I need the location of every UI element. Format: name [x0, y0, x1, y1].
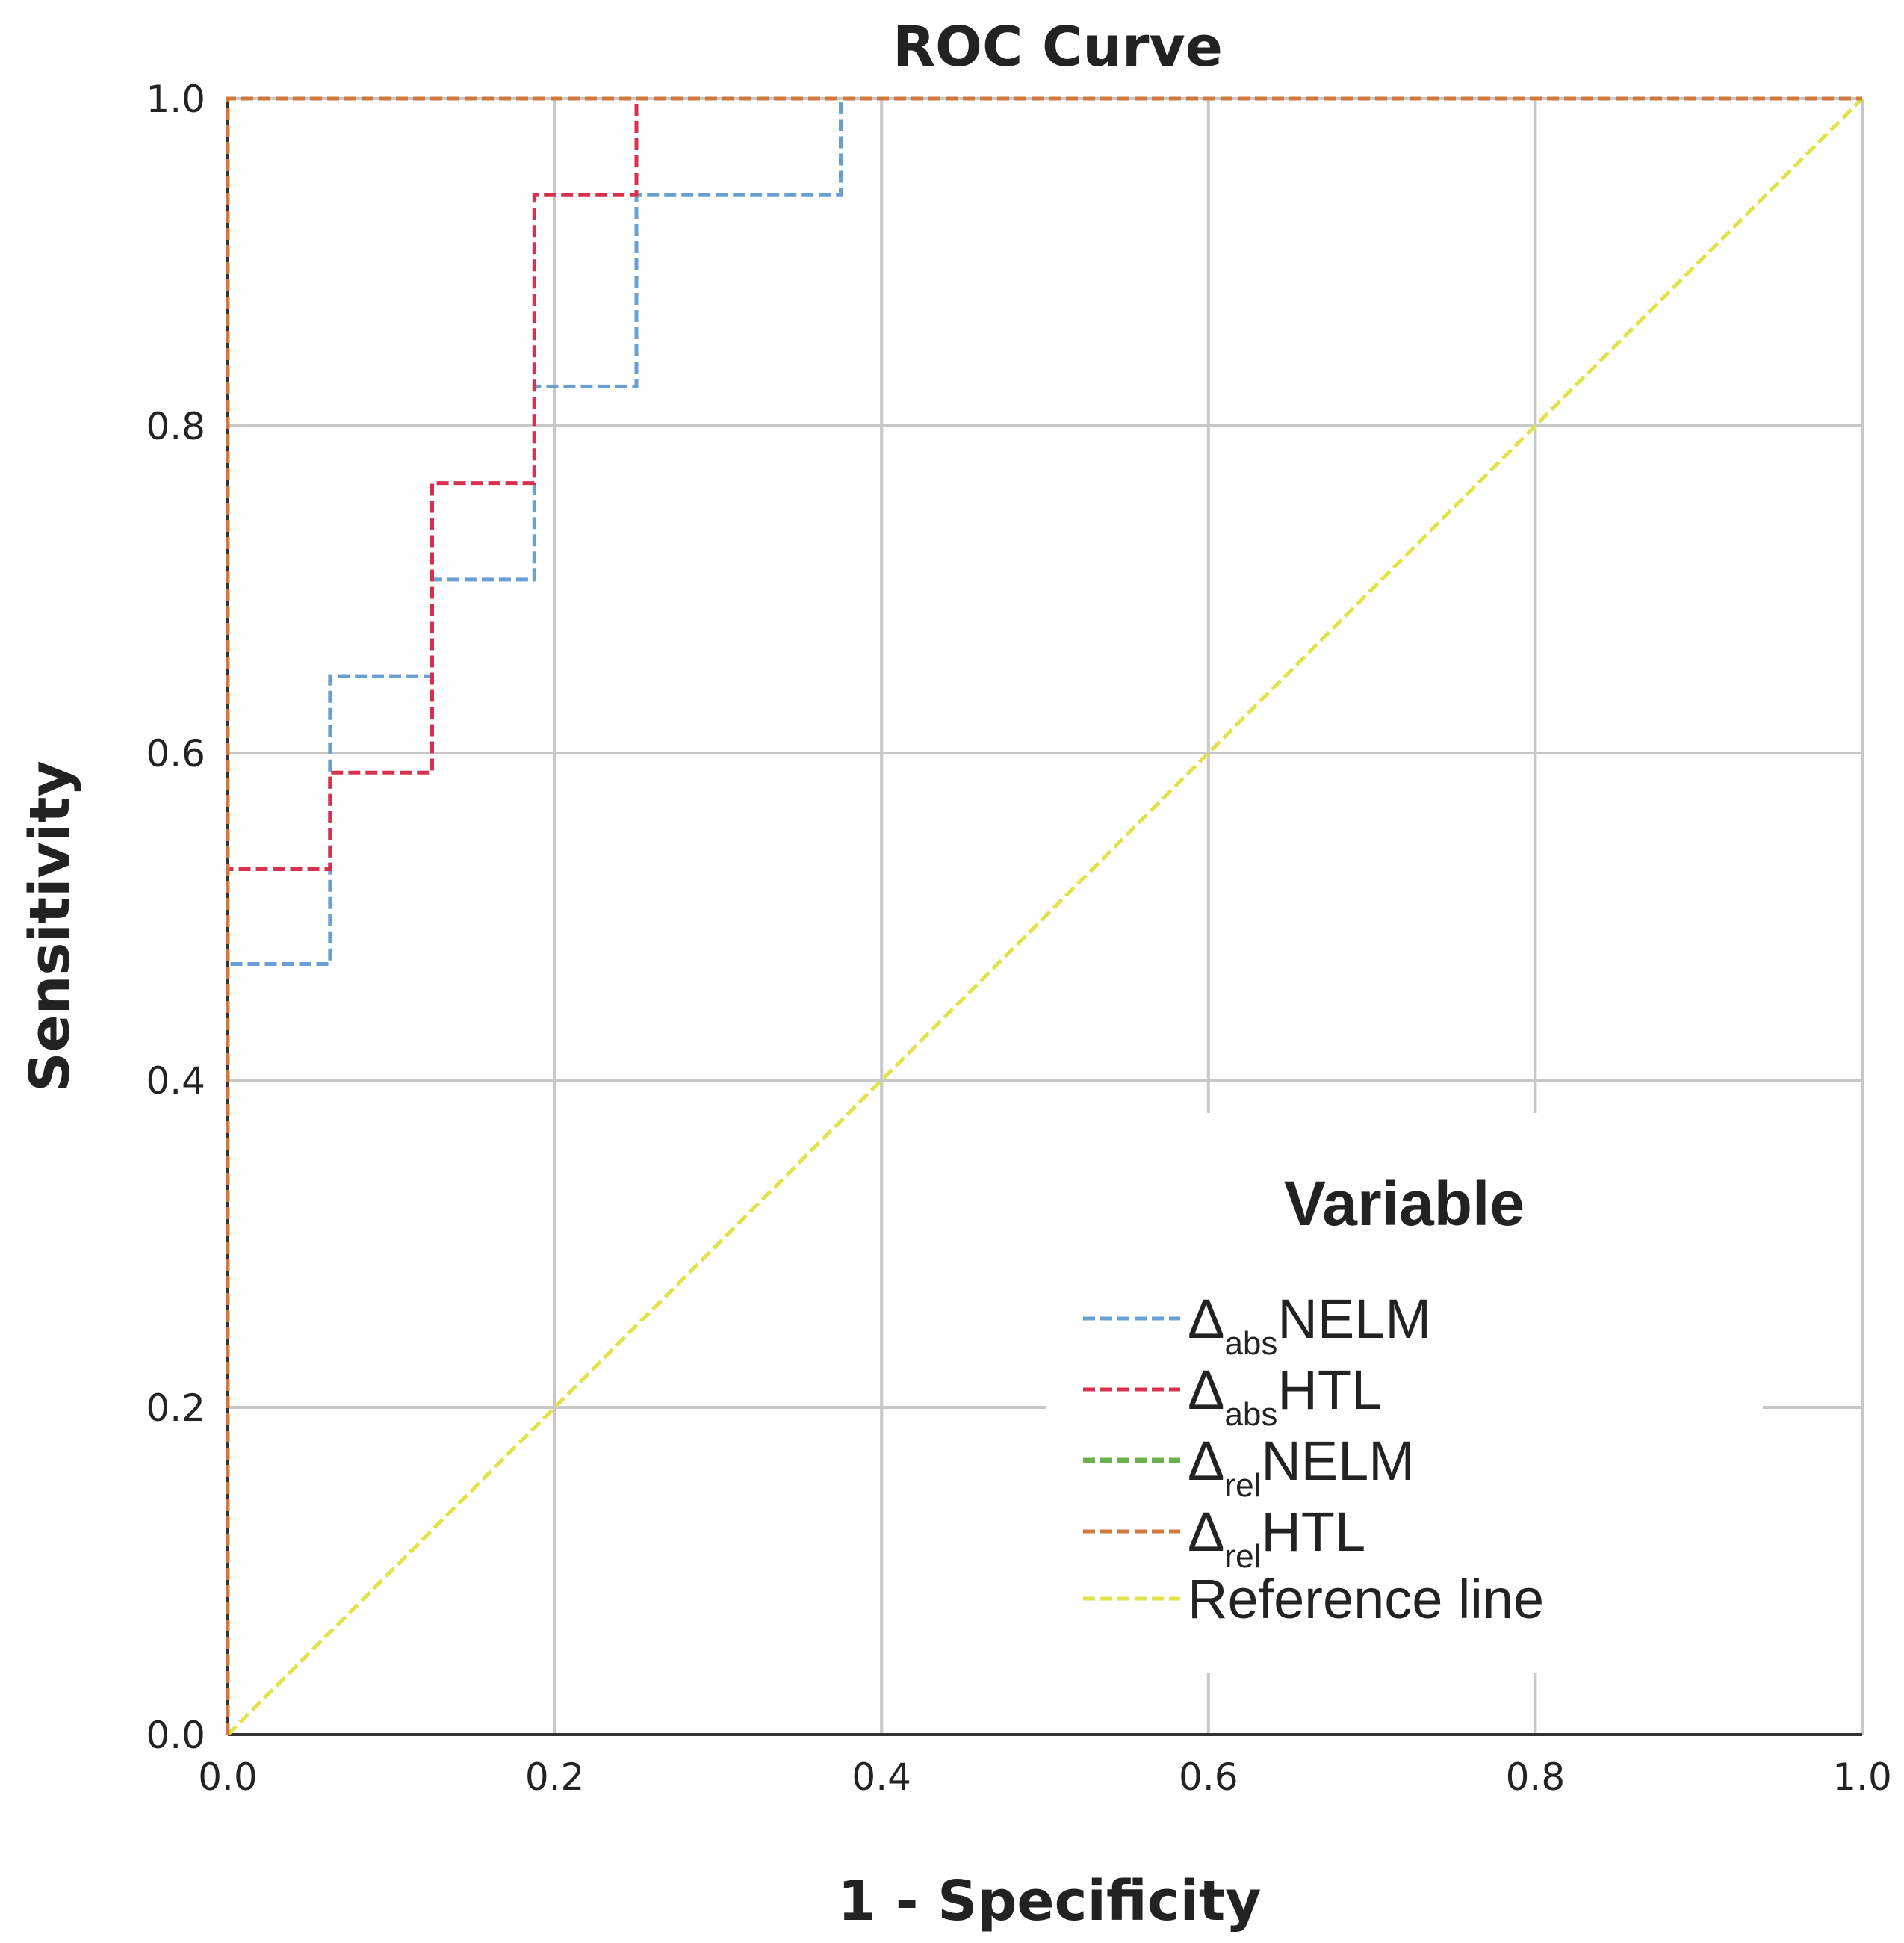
legend-item-delta-absnelm: ΔabsNELM	[1083, 1288, 1431, 1362]
x-tick-label: 0.4	[852, 1755, 911, 1799]
legend-label: ΔrelHTL	[1188, 1501, 1365, 1575]
legend-item-delta-relnelm: ΔrelNELM	[1083, 1430, 1415, 1504]
legend-item-delta-relhtl: ΔrelHTL	[1083, 1501, 1365, 1575]
y-tick-labels: 0.0 0.2 0.4 0.6 0.8 1.0	[146, 78, 205, 1757]
x-tick-label: 0.8	[1506, 1755, 1566, 1799]
x-tick-labels: 0.0 0.2 0.4 0.6 0.8 1.0	[198, 1755, 1892, 1799]
y-axis-label: Sensitivity	[18, 760, 82, 1092]
y-tick-label: 0.8	[146, 405, 205, 448]
legend: Variable ΔabsNELMΔabsHTLΔrelNELMΔrelHTLR…	[1046, 1113, 1763, 1673]
legend-title: Variable	[1284, 1168, 1525, 1239]
legend-label: ΔabsHTL	[1188, 1359, 1382, 1433]
series-group	[226, 96, 1864, 1736]
series-line-delta-relhtl	[226, 96, 1862, 1735]
x-tick-label: 0.2	[525, 1755, 585, 1799]
legend-label: ΔabsNELM	[1188, 1288, 1431, 1362]
y-tick-label: 0.4	[146, 1059, 205, 1103]
legend-label: Reference line	[1188, 1568, 1544, 1630]
y-tick-label: 0.6	[146, 732, 205, 775]
x-tick-label: 0.0	[198, 1755, 258, 1799]
legend-items: ΔabsNELMΔabsHTLΔrelNELMΔrelHTLReference …	[1083, 1288, 1544, 1630]
x-tick-label: 1.0	[1832, 1755, 1892, 1799]
y-tick-label: 0.2	[146, 1386, 205, 1430]
legend-item-reference-line: Reference line	[1083, 1568, 1544, 1630]
legend-item-delta-abshtl: ΔabsHTL	[1083, 1359, 1382, 1433]
chart-title: ROC Curve	[893, 15, 1223, 79]
x-tick-label: 0.6	[1179, 1755, 1238, 1799]
series-line-reference-line	[226, 97, 1864, 1736]
y-tick-label: 0.0	[146, 1714, 205, 1757]
legend-background	[1046, 1113, 1763, 1673]
legend-label: ΔrelNELM	[1188, 1430, 1415, 1504]
y-tick-label: 1.0	[146, 78, 205, 121]
x-axis-label: 1 - Specificity	[837, 1869, 1261, 1933]
series-line-delta-abshtl	[226, 96, 1862, 1735]
series-line-delta-absnelm	[226, 96, 1862, 1735]
